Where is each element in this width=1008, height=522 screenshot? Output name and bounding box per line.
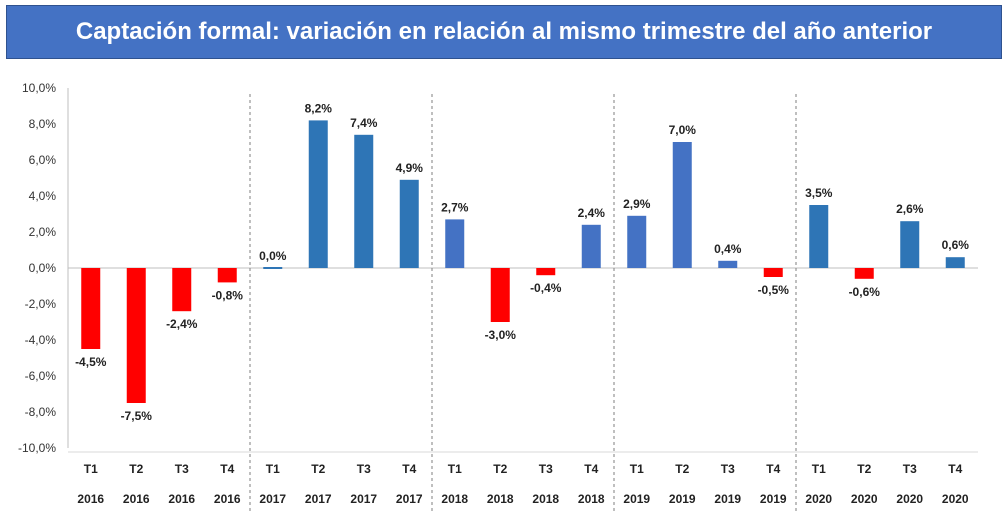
- category-year-label: 2016: [123, 492, 150, 506]
- category-quarter-label: T4: [766, 462, 780, 476]
- bar-t3-2018: [536, 268, 556, 276]
- data-label: 2,4%: [578, 206, 606, 220]
- y-tick-label: 0,0%: [29, 261, 57, 275]
- y-tick-label: -8,0%: [25, 405, 57, 419]
- data-label: 8,2%: [305, 101, 333, 115]
- bar-t4-2016: [217, 268, 237, 283]
- category-year-label: 2020: [896, 492, 923, 506]
- bar-t2-2018: [490, 268, 510, 322]
- category-quarter-label: T3: [539, 462, 553, 476]
- category-year-label: 2017: [305, 492, 332, 506]
- data-label: -0,6%: [849, 285, 881, 299]
- category-year-label: 2018: [441, 492, 468, 506]
- category-quarter-label: T1: [266, 462, 280, 476]
- data-label: -4,5%: [75, 355, 107, 369]
- y-tick-label: -4,0%: [25, 333, 57, 347]
- category-year-label: 2017: [350, 492, 377, 506]
- category-quarter-label: T4: [584, 462, 598, 476]
- category-year-label: 2018: [487, 492, 514, 506]
- y-tick-label: 6,0%: [29, 153, 57, 167]
- bar-t1-2018: [445, 219, 465, 268]
- category-year-label: 2017: [259, 492, 286, 506]
- data-label: 7,0%: [669, 123, 697, 137]
- category-quarter-label: T2: [311, 462, 325, 476]
- bar-t3-2019: [718, 260, 738, 268]
- category-year-label: 2019: [669, 492, 696, 506]
- y-tick-label: -2,0%: [25, 297, 57, 311]
- category-quarter-label: T2: [857, 462, 871, 476]
- category-quarter-label: T4: [948, 462, 962, 476]
- data-label: 2,9%: [623, 197, 651, 211]
- y-tick-label: 2,0%: [29, 225, 57, 239]
- bar-t1-2016: [81, 268, 101, 349]
- y-tick-label: 8,0%: [29, 117, 57, 131]
- y-tick-label: -10,0%: [18, 441, 56, 455]
- category-quarter-label: T4: [402, 462, 416, 476]
- category-year-label: 2019: [760, 492, 787, 506]
- category-quarter-label: T3: [175, 462, 189, 476]
- category-year-label: 2019: [623, 492, 650, 506]
- bar-t3-2016: [172, 268, 192, 312]
- category-quarter-label: T1: [84, 462, 98, 476]
- bar-t4-2018: [581, 224, 601, 268]
- bar-t2-2020: [854, 268, 874, 279]
- y-tick-label: -6,0%: [25, 369, 57, 383]
- data-label: 2,6%: [896, 202, 924, 216]
- category-year-label: 2020: [942, 492, 969, 506]
- category-year-label: 2018: [532, 492, 559, 506]
- data-label: 4,9%: [396, 161, 424, 175]
- data-label: -0,5%: [758, 283, 790, 297]
- data-label: -3,0%: [485, 328, 517, 342]
- category-year-label: 2020: [851, 492, 878, 506]
- bar-t3-2017: [354, 134, 374, 268]
- category-quarter-label: T2: [493, 462, 507, 476]
- data-label: 0,4%: [714, 242, 742, 256]
- category-quarter-label: T3: [721, 462, 735, 476]
- category-year-label: 2016: [168, 492, 195, 506]
- bar-t4-2017: [399, 179, 419, 268]
- category-quarter-label: T1: [630, 462, 644, 476]
- data-label: 0,6%: [942, 238, 970, 252]
- category-quarter-label: T1: [448, 462, 462, 476]
- category-year-label: 2020: [805, 492, 832, 506]
- category-quarter-label: T3: [903, 462, 917, 476]
- category-year-label: 2016: [214, 492, 241, 506]
- bar-t3-2020: [900, 221, 920, 268]
- bar-t1-2020: [809, 205, 829, 268]
- category-year-label: 2017: [396, 492, 423, 506]
- bar-t1-2019: [627, 215, 647, 268]
- chart-title: Captación formal: variación en relación …: [75, 18, 933, 45]
- bar-t2-2019: [672, 142, 692, 268]
- bar-t2-2017: [308, 120, 328, 269]
- category-quarter-label: T2: [675, 462, 689, 476]
- y-tick-label: 10,0%: [22, 81, 56, 95]
- bar-t2-2016: [126, 268, 146, 403]
- data-label: 0,0%: [259, 249, 287, 263]
- y-tick-label: 4,0%: [29, 189, 57, 203]
- chart-title-bar: Captación formal: variación en relación …: [6, 5, 1002, 59]
- category-quarter-label: T3: [357, 462, 371, 476]
- data-label: -7,5%: [121, 409, 153, 423]
- data-label: 3,5%: [805, 186, 833, 200]
- category-year-label: 2016: [77, 492, 104, 506]
- category-year-label: 2019: [714, 492, 741, 506]
- data-label: -0,4%: [530, 281, 562, 295]
- bar-t4-2019: [763, 268, 783, 277]
- bar-t4-2020: [945, 257, 965, 268]
- data-label: -0,8%: [212, 288, 244, 302]
- data-label: 7,4%: [350, 116, 378, 130]
- bar-t1-2017: [263, 267, 283, 269]
- category-year-label: 2018: [578, 492, 605, 506]
- category-quarter-label: T4: [220, 462, 234, 476]
- data-label: -2,4%: [166, 317, 198, 331]
- category-quarter-label: T1: [812, 462, 826, 476]
- data-label: 2,7%: [441, 200, 469, 214]
- category-quarter-label: T2: [129, 462, 143, 476]
